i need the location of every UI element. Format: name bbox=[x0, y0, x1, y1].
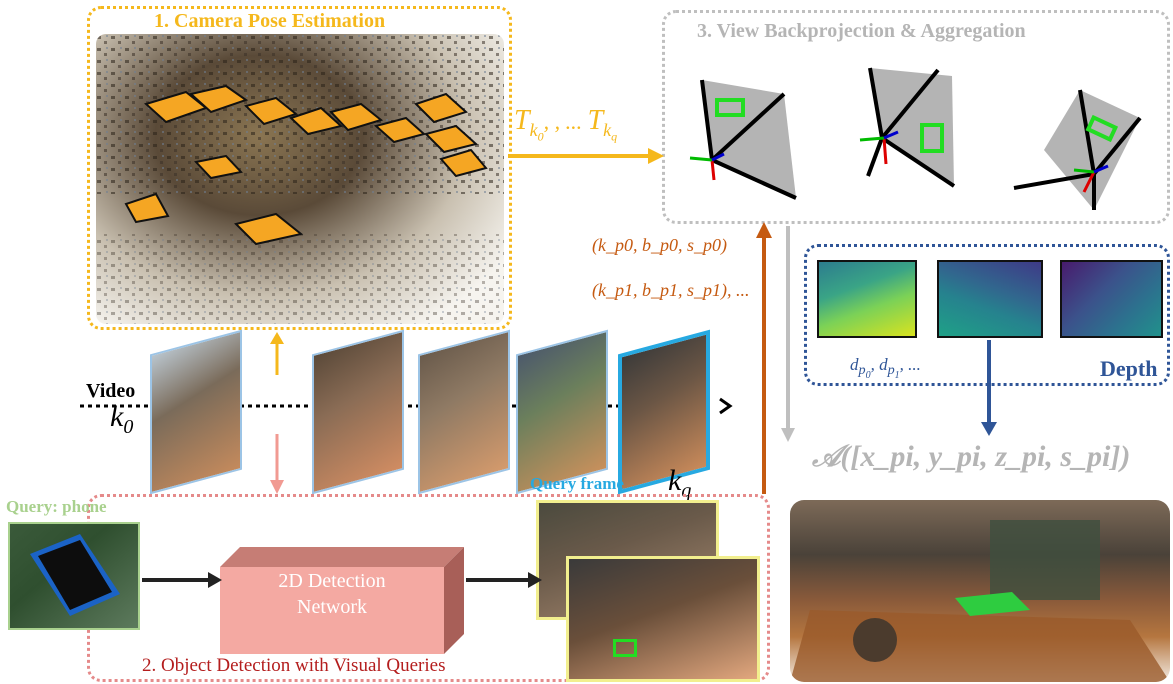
detection-box bbox=[613, 639, 637, 657]
poses-label: Tk0, , ... Tkq bbox=[514, 105, 617, 144]
query-label: Query: phone bbox=[6, 497, 107, 516]
depth-map-1 bbox=[817, 260, 917, 338]
poses-sub2-sub: q bbox=[611, 129, 618, 144]
detections-line-2-text: (k_p1, b_p1, s_p1), ... bbox=[592, 280, 750, 300]
k0-sub: 0 bbox=[123, 416, 134, 438]
stage2-title: 2. Object Detection with Visual Queries bbox=[142, 655, 446, 676]
network-label-line-2: Network bbox=[297, 596, 367, 618]
stage3-title: 3. View Backprojection & Aggregation bbox=[697, 20, 1026, 42]
backprojection-panel bbox=[662, 10, 1170, 224]
depth-map-3 bbox=[1060, 260, 1163, 338]
frustum-view-1 bbox=[689, 79, 797, 200]
detections-line-1: (k_p0, b_p0, s_p0) bbox=[592, 235, 727, 256]
video-label: Video bbox=[86, 380, 136, 402]
network-label-line-1: 2D Detection bbox=[278, 570, 386, 592]
scene-reconstruction-image bbox=[790, 500, 1170, 682]
kq-sub: q bbox=[681, 480, 692, 502]
poses-base-2: T bbox=[587, 105, 604, 136]
depth-values-label: dp0, dp1, ... bbox=[850, 355, 921, 382]
depth-title: Depth bbox=[1100, 356, 1158, 381]
poses-sub2: k bbox=[603, 119, 612, 140]
depth-map-2 bbox=[937, 260, 1043, 338]
kq-label: kq bbox=[668, 464, 691, 503]
point-cloud-svg bbox=[96, 34, 504, 324]
poses-base-1: T bbox=[514, 105, 530, 136]
point-cloud-image bbox=[96, 34, 504, 324]
detections-line-2: (k_p1, b_p1, s_p1), ... bbox=[592, 280, 749, 301]
poses-sub1: k bbox=[529, 119, 538, 140]
detections-line-1-text: (k_p0, b_p0, s_p0) bbox=[592, 235, 727, 255]
aggregation-label: 𝒜([x_pi, y_pi, z_pi, s_pi]) bbox=[812, 440, 1131, 473]
query-frame-label: Query frame bbox=[530, 474, 624, 493]
kq-base: k bbox=[668, 464, 682, 497]
frustum-view-3 bbox=[1013, 89, 1142, 210]
query-image bbox=[8, 522, 140, 630]
poses-middle: , , ... bbox=[543, 109, 588, 134]
camera-pose-panel bbox=[87, 6, 512, 330]
k0-label: k0 bbox=[110, 400, 133, 439]
frustum-views bbox=[689, 67, 1142, 210]
poses-sub1-sub: 0 bbox=[537, 129, 544, 144]
detection-network-box bbox=[220, 547, 464, 654]
frustum-view-2 bbox=[859, 67, 956, 188]
detection-result-2 bbox=[566, 556, 760, 682]
stage1-title: 1. Camera Pose Estimation bbox=[154, 10, 386, 32]
k0-base: k bbox=[110, 400, 124, 433]
